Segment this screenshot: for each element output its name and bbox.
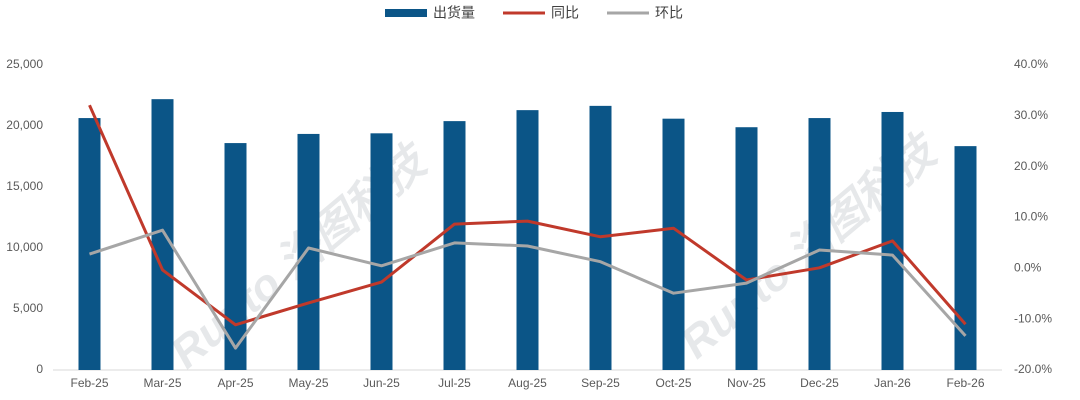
bar: [662, 118, 685, 371]
bar: [224, 143, 247, 370]
x-tick-label: Oct-25: [655, 376, 691, 390]
x-tick-label: Nov-25: [727, 376, 766, 390]
x-tick-label: Jun-25: [363, 376, 400, 390]
x-tick-label: Mar-25: [143, 376, 181, 390]
x-tick-label: Feb-26: [946, 376, 984, 390]
bar: [151, 99, 174, 370]
x-tick-label: Apr-25: [217, 376, 253, 390]
bar: [370, 133, 393, 370]
bar: [297, 133, 320, 370]
x-tick-label: Jul-25: [438, 376, 471, 390]
y2-tick-label: 30.0%: [1014, 108, 1048, 122]
x-tick-label: Jan-26: [874, 376, 911, 390]
y2-tick-label: 0.0%: [1014, 261, 1042, 275]
legend-label: 同比: [551, 5, 579, 21]
x-tick-label: Dec-25: [800, 376, 839, 390]
x-tick-label: May-25: [288, 376, 328, 390]
line: [89, 228, 967, 350]
y2-tick-label: -20.0%: [1014, 362, 1052, 376]
bar: [735, 127, 758, 370]
y-tick-label: 15,000: [6, 179, 43, 193]
y-tick-label: 25,000: [6, 57, 43, 71]
legend-swatch: [385, 9, 427, 17]
y-tick-label: 5,000: [13, 301, 43, 315]
y-tick-label: 20,000: [6, 118, 43, 132]
bar: [516, 110, 539, 370]
legend: 出货量 同比 环比: [385, 5, 683, 21]
legend-label: 出货量: [433, 5, 475, 21]
y-tick-label: 10,000: [6, 240, 43, 254]
y2-tick-label: 10.0%: [1014, 210, 1048, 224]
y2-tick-label: 40.0%: [1014, 57, 1048, 71]
bar: [808, 118, 831, 370]
legend-label: 环比: [655, 5, 683, 21]
x-tick-label: Sep-25: [581, 376, 620, 390]
bar: [954, 146, 977, 370]
x-tick-label: Feb-25: [70, 376, 108, 390]
y2-tick-label: -10.0%: [1014, 311, 1052, 325]
bar: [443, 121, 466, 371]
y2-tick-label: 20.0%: [1014, 159, 1048, 173]
line: [88, 104, 967, 327]
y-tick-label: 0: [36, 362, 43, 376]
x-tick-label: Aug-25: [508, 376, 547, 390]
bar: [78, 118, 101, 370]
